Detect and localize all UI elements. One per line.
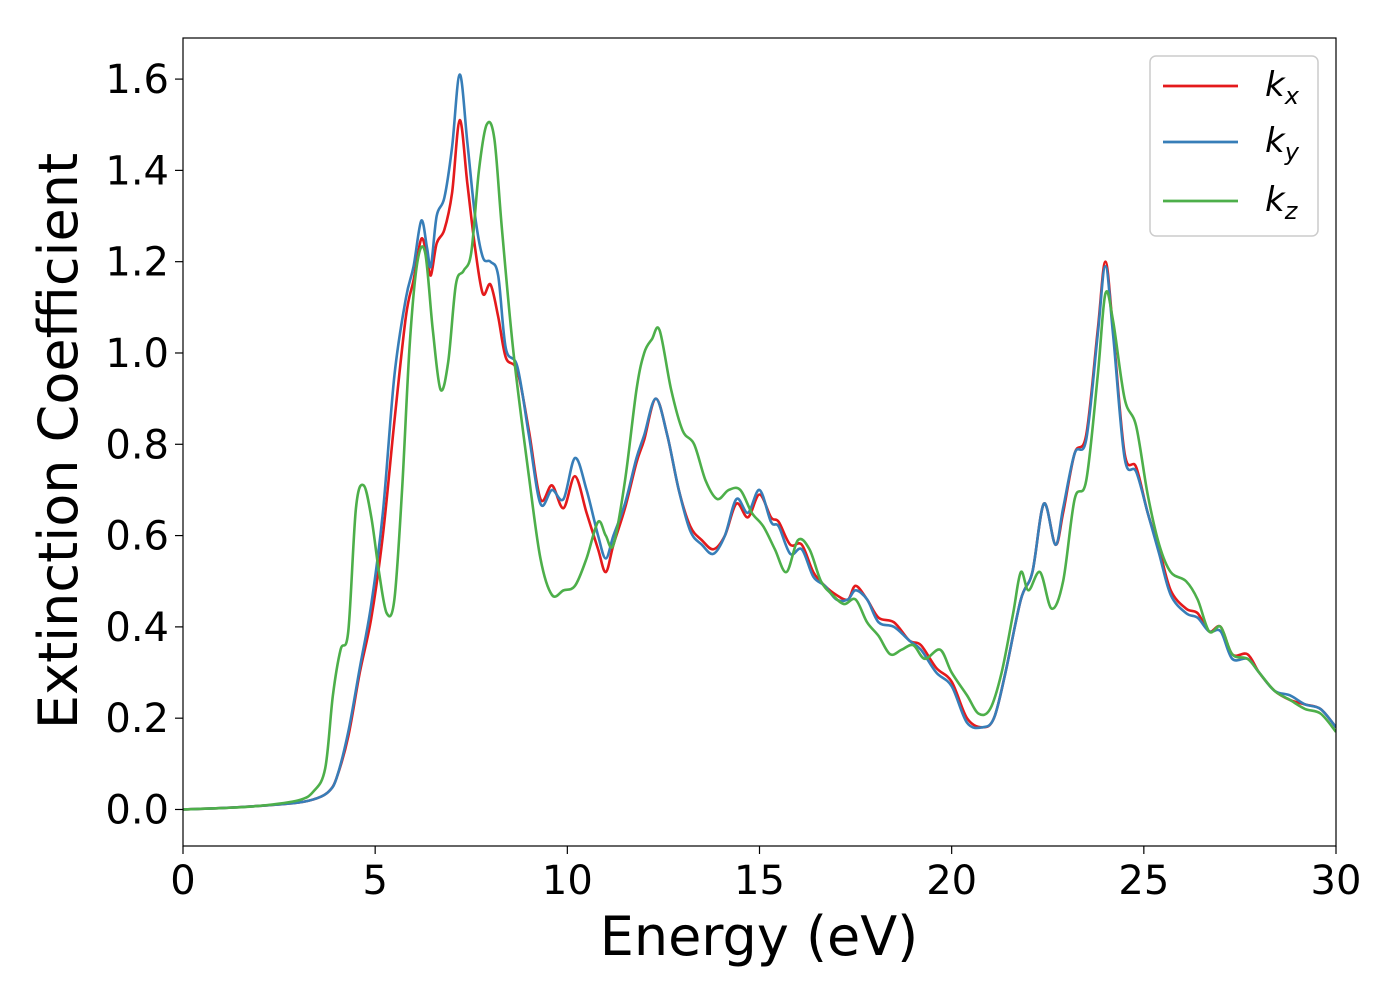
legend-frame xyxy=(1149,55,1319,237)
series-line-ky xyxy=(183,73,1336,811)
x-axis: 0 5 10 15 20 25 30 xyxy=(170,846,1361,904)
x-tick-label: 0 xyxy=(170,858,195,904)
y-tick-label: 1.4 xyxy=(105,148,169,194)
series-line-kz xyxy=(183,120,1336,811)
y-tick-label: 0.6 xyxy=(105,514,169,560)
y-axis: 0.0 0.2 0.4 0.6 0.8 1.0 1.2 1.4 1.6 xyxy=(105,57,183,833)
y-tick-label: 0.2 xyxy=(105,696,169,742)
y-tick-label: 1.2 xyxy=(105,240,169,286)
x-tick-label: 5 xyxy=(362,858,387,904)
x-axis-title: Energy (eV) xyxy=(600,905,919,968)
series-lines xyxy=(183,73,1336,811)
y-tick-label: 1.6 xyxy=(105,57,169,103)
x-tick-label: 15 xyxy=(734,858,785,904)
x-tick-label: 25 xyxy=(1118,858,1169,904)
legend-label-kx: kx xyxy=(1265,65,1300,110)
x-tick-label: 30 xyxy=(1311,858,1362,904)
y-tick-label: 1.0 xyxy=(105,331,169,377)
y-tick-label: 0.0 xyxy=(105,787,169,833)
y-tick-label: 0.4 xyxy=(105,605,169,651)
x-tick-label: 10 xyxy=(542,858,593,904)
y-axis-title: Extinction Coefficient xyxy=(27,153,90,729)
y-tick-label: 0.8 xyxy=(105,422,169,468)
plot-area xyxy=(182,37,1337,847)
x-tick-label: 20 xyxy=(926,858,977,904)
